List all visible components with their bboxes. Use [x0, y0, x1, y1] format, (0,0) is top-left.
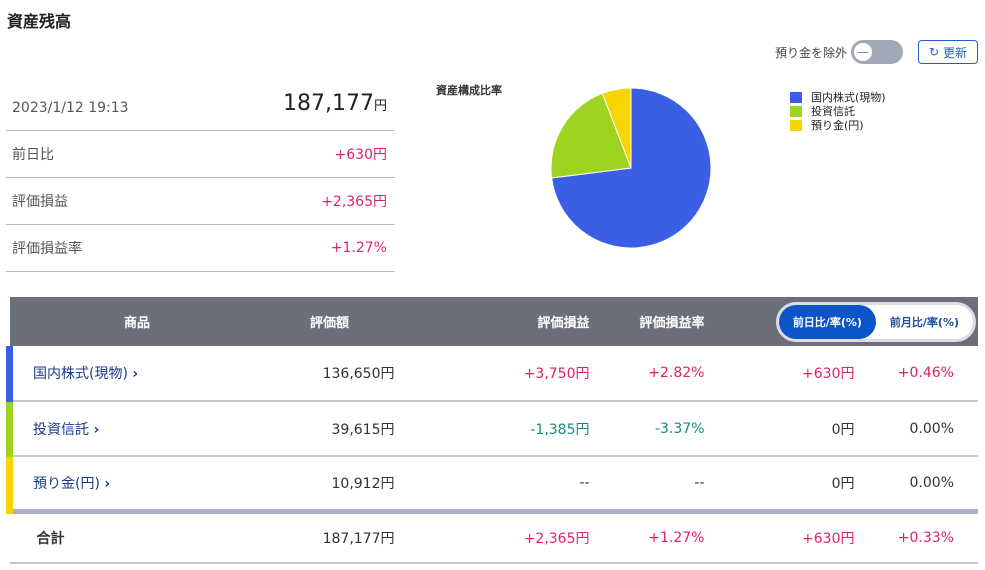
legend-item: 預り金(円) — [790, 118, 886, 132]
pie-slice — [550, 92, 632, 179]
amount: 39,615円 — [331, 421, 395, 438]
page-title: 資産残高 — [7, 12, 72, 31]
daily-change-rate: +0.46% — [897, 365, 954, 381]
summary-row: 評価損益 +2,365円 — [6, 178, 395, 225]
minus-icon: — — [852, 41, 875, 63]
daily-change-rate: 0.00% — [909, 420, 954, 437]
holdings-table: 商品 評価額 評価損益 評価損益率 前日比/率(%) 前月比/率(%) 国内株式… — [6, 297, 978, 564]
daily-change: 0円 — [831, 475, 855, 492]
table-row: 投資信託 › 39,615円 -1,385円 -3.37% 0円 0.00% — [6, 401, 978, 456]
chevron-right-icon: › — [104, 475, 111, 492]
legend-item: 国内株式(現物) — [790, 90, 886, 104]
profit-loss-rate: -- — [694, 474, 705, 491]
daily-change-rate: 0.00% — [909, 474, 954, 491]
summary-panel: 2023/1/12 19:13 187,177円 前日比 +630円 評価損益 +2… — [6, 78, 395, 272]
chevron-right-icon: › — [132, 366, 139, 382]
summary-row: 前日比 +630円 — [6, 131, 395, 178]
product-link[interactable]: 預り金(円) › — [6, 456, 265, 511]
product-link[interactable]: 国内株式(現物) › — [6, 346, 265, 401]
daily-change: 0円 — [831, 421, 855, 438]
summary-total-row: 2023/1/12 19:13 187,177円 — [6, 78, 395, 131]
daily-change: +630円 — [802, 366, 855, 382]
chart-title: 資産構成比率 — [436, 84, 502, 97]
table-row: 国内株式(現物) › 136,650円 +3,750円 +2.82% +630円… — [6, 346, 978, 401]
pie-chart — [550, 87, 712, 249]
product-link[interactable]: 投資信託 › — [6, 401, 265, 456]
period-tabs: 前日比/率(%) 前月比/率(%) — [775, 301, 976, 342]
profit-loss-rate: -3.37% — [654, 420, 705, 437]
exclude-deposit-toggle[interactable]: — — [851, 40, 904, 64]
chart-legend: 国内株式(現物) 投資信託 預り金(円) — [790, 90, 886, 132]
profit-loss: -1,385円 — [530, 421, 590, 438]
pie-slice — [601, 87, 632, 169]
refresh-button[interactable]: ↻ 更新 — [918, 40, 978, 64]
exclude-label: 預り金を除外 — [775, 45, 848, 60]
profit-loss: +3,750円 — [523, 366, 590, 382]
legend-item: 投資信託 — [790, 104, 886, 118]
amount: 10,912円 — [331, 475, 395, 492]
legend-swatch — [790, 119, 802, 131]
profit-loss: -- — [579, 474, 590, 491]
tab-monthly[interactable]: 前月比/率(%) — [889, 315, 959, 329]
summary-row: 評価損益率 +1.27% — [6, 225, 395, 272]
legend-swatch — [790, 91, 802, 103]
tab-daily[interactable]: 前日比/率(%) — [778, 304, 876, 339]
table-row: 預り金(円) › 10,912円 -- -- 0円 0.00% — [6, 456, 978, 511]
table-header: 商品 評価額 評価損益 評価損益率 前日比/率(%) 前月比/率(%) — [9, 297, 978, 346]
exclude-deposit-control: 預り金を除外 — — [775, 40, 904, 64]
amount: 136,650円 — [322, 366, 395, 382]
chevron-right-icon: › — [93, 421, 100, 438]
refresh-icon: ↻ — [928, 45, 940, 59]
datetime: 2023/1/12 19:13 — [12, 100, 129, 116]
total-row: 合計 187,177円 +2,365円 +1.27% +630円 +0.33% — [9, 511, 978, 563]
total-value: 187,177円 — [283, 91, 387, 116]
legend-swatch — [790, 105, 802, 117]
profit-loss-rate: +2.82% — [648, 365, 705, 381]
